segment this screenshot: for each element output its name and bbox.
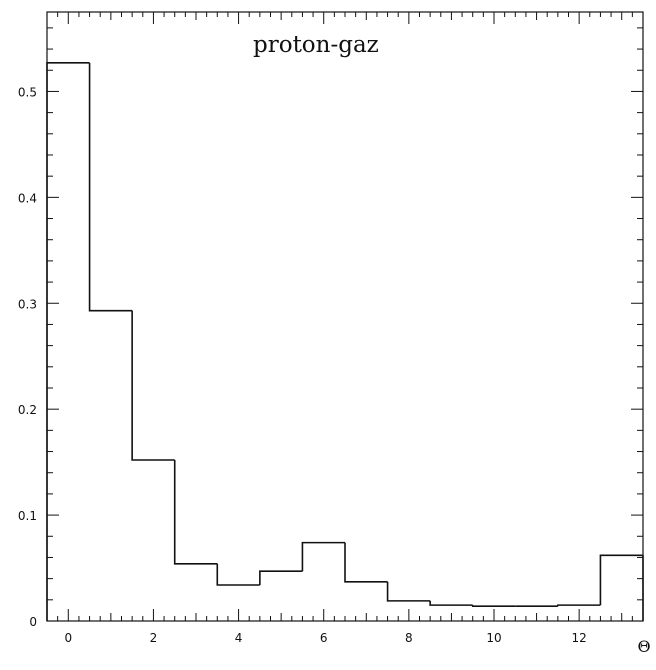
histogram-bin [46,62,90,621]
histogram-bin [386,581,431,602]
histogram-series [46,62,644,621]
y-tick-label: 0 [29,615,37,629]
corner-axis-symbol: Θ [637,637,650,656]
y-tick-label: 0.1 [18,509,37,523]
histogram-bin [557,604,601,607]
x-tick-label: 4 [235,631,243,645]
histogram-bin [599,554,643,606]
x-tick-label: 12 [572,631,587,645]
y-tick-label: 0.4 [18,191,37,205]
x-tick-label: 8 [405,631,413,645]
histogram-bin [344,542,388,583]
chart-title: proton-gaz [253,32,379,58]
histogram-bin [173,460,218,565]
histogram-bin [429,600,473,606]
y-tick-label: 0.3 [18,297,37,311]
axes-group: 0 0.1 0.2 0.3 0.4 0.5 0 2 4 6 8 10 12 [18,11,644,645]
y-tick-label: 0.2 [18,403,37,417]
histogram-bin [471,605,516,607]
x-tick-label: 0 [64,631,72,645]
histogram-bin [131,310,175,461]
x-tick-label: 6 [320,631,328,645]
y-tick-label: 0.5 [18,85,37,99]
x-tick-label: 10 [486,631,501,645]
histogram-bin [88,62,133,312]
histogram-bin [301,541,345,572]
histogram-bin [259,570,303,585]
labels-group: proton-gaz Θ [253,32,651,656]
x-tick-label: 2 [150,631,158,645]
histogram-bin [216,563,260,586]
